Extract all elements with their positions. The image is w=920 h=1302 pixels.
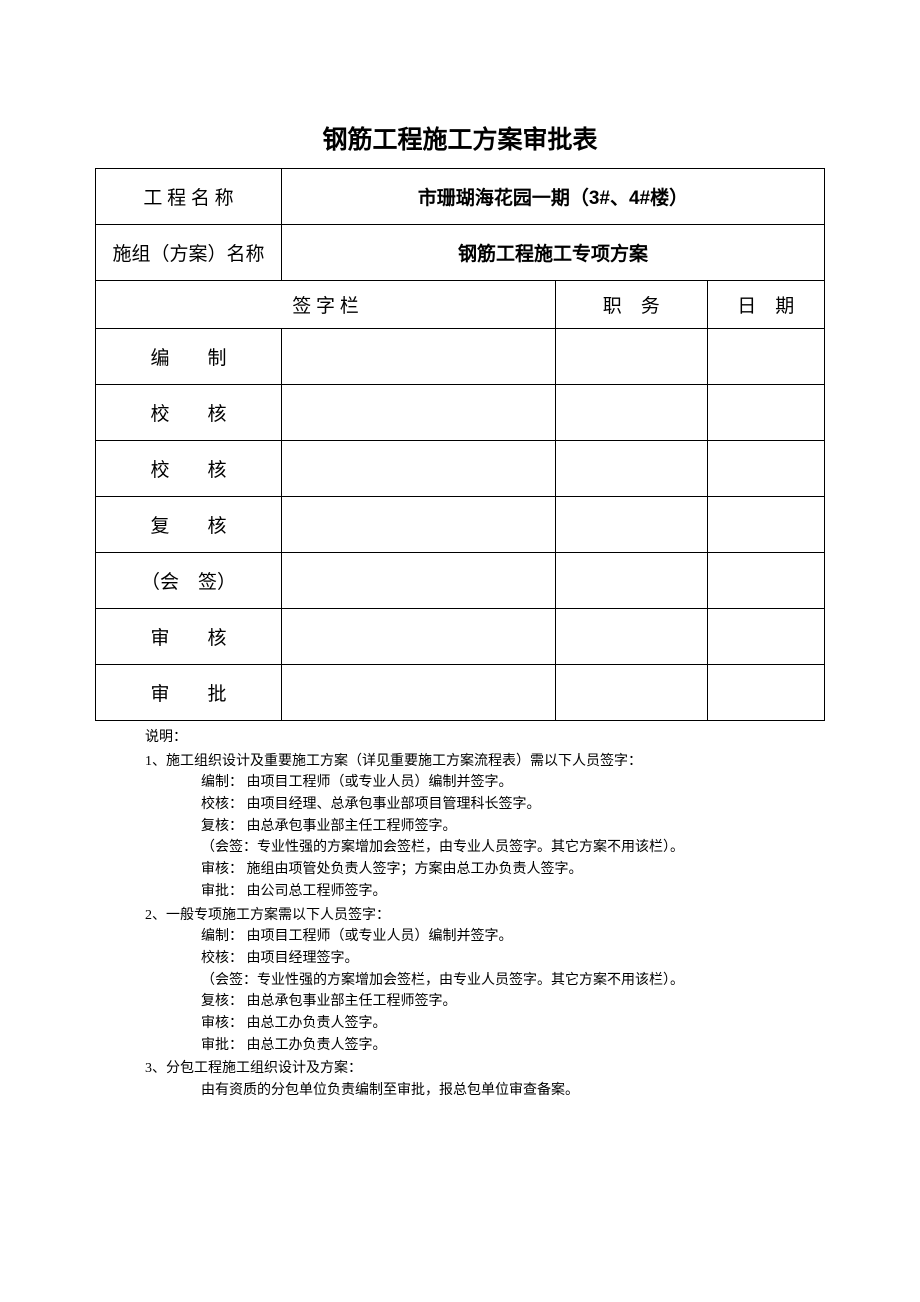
notes-item: 校核： 由项目经理签字。 — [145, 948, 825, 970]
date-cell — [707, 385, 824, 441]
signature-row: 编 制 — [96, 329, 825, 385]
document-container: 钢筋工程施工方案审批表 工 程 名 称 市珊瑚海花园一期（3#、4#楼） 施组（… — [95, 120, 825, 1102]
date-cell — [707, 609, 824, 665]
row-label-approve: 审 批 — [96, 665, 282, 721]
notes-title: 说明： — [145, 727, 825, 749]
date-cell — [707, 497, 824, 553]
signature-header-row: 签 字 栏 职 务 日 期 — [96, 281, 825, 329]
position-column-header: 职 务 — [555, 281, 707, 329]
notes-section-2: 2、一般专项施工方案需以下人员签字： 编制： 由项目工程师（或专业人员）编制并签… — [145, 905, 825, 1057]
notes-item: 编制： 由项目工程师（或专业人员）编制并签字。 — [145, 772, 825, 794]
row-label-audit: 审 核 — [96, 609, 282, 665]
signature-row: （会 签） — [96, 553, 825, 609]
notes-item: 校核： 由项目经理、总承包事业部项目管理科长签字。 — [145, 794, 825, 816]
project-name-value: 市珊瑚海花园一期（3#、4#楼） — [281, 169, 824, 225]
notes-item: （会签：专业性强的方案增加会签栏，由专业人员签字。其它方案不用该栏）。 — [145, 970, 825, 992]
sign-cell — [281, 329, 555, 385]
position-cell — [555, 553, 707, 609]
sign-cell — [281, 553, 555, 609]
date-cell — [707, 553, 824, 609]
sign-cell — [281, 441, 555, 497]
plan-name-label: 施组（方案）名称 — [96, 225, 282, 281]
row-label-countersign: （会 签） — [96, 553, 282, 609]
project-name-label: 工 程 名 称 — [96, 169, 282, 225]
notes-item: 审批： 由总工办负责人签字。 — [145, 1035, 825, 1057]
row-label-check1: 校 核 — [96, 385, 282, 441]
approval-table: 工 程 名 称 市珊瑚海花园一期（3#、4#楼） 施组（方案）名称 钢筋工程施工… — [95, 168, 825, 721]
notes-item: 审批： 由公司总工程师签字。 — [145, 881, 825, 903]
notes-item: 复核： 由总承包事业部主任工程师签字。 — [145, 991, 825, 1013]
notes-heading-2: 2、一般专项施工方案需以下人员签字： — [145, 905, 825, 927]
notes-item: 审核： 由总工办负责人签字。 — [145, 1013, 825, 1035]
position-cell — [555, 329, 707, 385]
notes-item: 复核： 由总承包事业部主任工程师签字。 — [145, 816, 825, 838]
date-cell — [707, 441, 824, 497]
position-cell — [555, 441, 707, 497]
signature-row: 校 核 — [96, 385, 825, 441]
date-cell — [707, 665, 824, 721]
signature-row: 审 核 — [96, 609, 825, 665]
notes-heading-3: 3、分包工程施工组织设计及方案： — [145, 1058, 825, 1080]
signature-column-header: 签 字 栏 — [96, 281, 556, 329]
project-name-row: 工 程 名 称 市珊瑚海花园一期（3#、4#楼） — [96, 169, 825, 225]
plan-name-value: 钢筋工程施工专项方案 — [281, 225, 824, 281]
sign-cell — [281, 385, 555, 441]
sign-cell — [281, 497, 555, 553]
signature-row: 复 核 — [96, 497, 825, 553]
signature-row: 校 核 — [96, 441, 825, 497]
notes-item: 由有资质的分包单位负责编制至审批，报总包单位审查备案。 — [145, 1080, 825, 1102]
plan-name-row: 施组（方案）名称 钢筋工程施工专项方案 — [96, 225, 825, 281]
row-label-review: 复 核 — [96, 497, 282, 553]
notes-section: 说明： 1、施工组织设计及重要施工方案（详见重要施工方案流程表）需以下人员签字：… — [95, 727, 825, 1102]
notes-item: （会签：专业性强的方案增加会签栏，由专业人员签字。其它方案不用该栏）。 — [145, 837, 825, 859]
notes-section-3: 3、分包工程施工组织设计及方案： 由有资质的分包单位负责编制至审批，报总包单位审… — [145, 1058, 825, 1101]
row-label-check2: 校 核 — [96, 441, 282, 497]
position-cell — [555, 609, 707, 665]
signature-row: 审 批 — [96, 665, 825, 721]
position-cell — [555, 497, 707, 553]
notes-item: 审核： 施组由项管处负责人签字；方案由总工办负责人签字。 — [145, 859, 825, 881]
notes-heading-1: 1、施工组织设计及重要施工方案（详见重要施工方案流程表）需以下人员签字： — [145, 751, 825, 773]
sign-cell — [281, 609, 555, 665]
row-label-compile: 编 制 — [96, 329, 282, 385]
document-title: 钢筋工程施工方案审批表 — [95, 120, 825, 156]
notes-section-1: 1、施工组织设计及重要施工方案（详见重要施工方案流程表）需以下人员签字： 编制：… — [145, 751, 825, 903]
date-cell — [707, 329, 824, 385]
position-cell — [555, 385, 707, 441]
position-cell — [555, 665, 707, 721]
date-column-header: 日 期 — [707, 281, 824, 329]
notes-item: 编制： 由项目工程师（或专业人员）编制并签字。 — [145, 926, 825, 948]
sign-cell — [281, 665, 555, 721]
